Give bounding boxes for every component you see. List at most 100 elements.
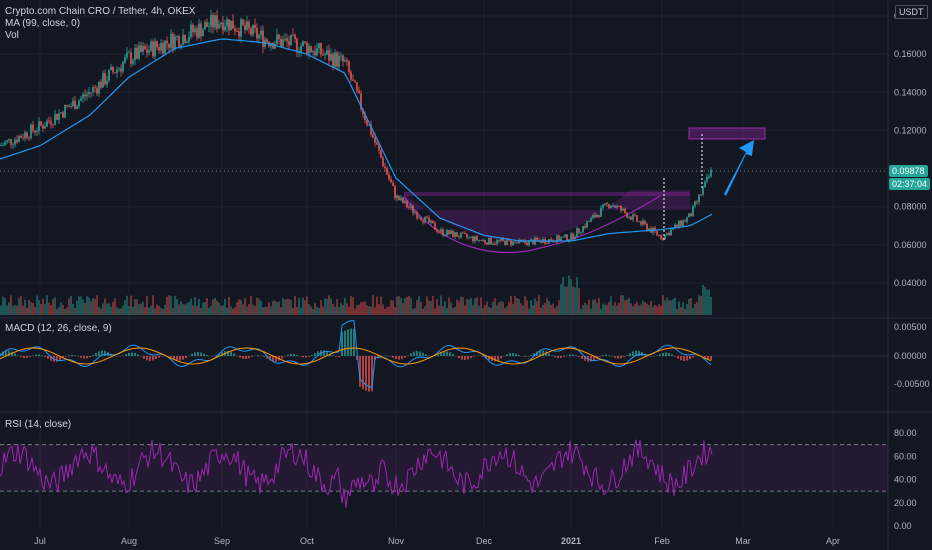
candle-body xyxy=(420,217,422,221)
candle-body xyxy=(258,35,260,39)
volume-bar xyxy=(32,302,34,315)
macd-hist-bar xyxy=(623,356,625,358)
macd-hist-bar xyxy=(68,355,70,356)
candle-body xyxy=(52,124,54,126)
time-tick-label: Jul xyxy=(34,536,46,546)
time-tick-label: 2021 xyxy=(561,536,581,546)
candle-body xyxy=(702,187,704,195)
macd-hist-bar xyxy=(158,356,160,358)
currency-button[interactable]: USDT xyxy=(895,5,928,19)
volume-bar xyxy=(338,307,340,315)
volume-bar xyxy=(536,301,538,315)
volume-bar xyxy=(584,302,586,315)
time-axis: Jul Aug Sep Oct Nov Dec 2021 Feb Mar Apr xyxy=(34,536,840,546)
volume-bar xyxy=(660,305,662,315)
candle-body xyxy=(98,81,100,94)
volume-bar xyxy=(216,300,218,315)
candle-body xyxy=(128,52,130,54)
volume-bar xyxy=(366,305,368,315)
volume-bar xyxy=(224,298,226,315)
candle-body xyxy=(72,100,74,107)
volume-bar xyxy=(2,296,4,315)
candle-body xyxy=(306,42,308,54)
macd-hist-bar xyxy=(203,353,205,356)
macd-hist-bar xyxy=(326,351,328,356)
candle-body xyxy=(532,239,534,245)
macd-hist-bar xyxy=(470,356,472,359)
macd-hist-bar xyxy=(41,355,43,356)
candle-body xyxy=(662,239,664,240)
candle-body xyxy=(494,243,496,245)
macd-hist-bar xyxy=(599,356,601,357)
candle-body xyxy=(660,234,662,240)
macd-hist-bar xyxy=(473,356,475,357)
macd-hist-bar xyxy=(449,352,451,356)
volume-bar xyxy=(574,287,576,315)
volume-bar xyxy=(546,298,548,315)
volume-bar xyxy=(700,296,702,315)
macd-hist-bar xyxy=(194,352,196,356)
volume-bar xyxy=(486,301,488,315)
volume-bar xyxy=(288,299,290,315)
macd-tick-label: 0.00000 xyxy=(894,351,927,361)
candle-body xyxy=(488,237,490,245)
candle-body xyxy=(658,234,660,236)
candle-body xyxy=(384,166,386,169)
volume-bar xyxy=(602,303,604,315)
candle-body xyxy=(452,230,454,237)
candle-body xyxy=(162,43,164,54)
candle-body xyxy=(280,38,282,47)
candle-body xyxy=(436,229,438,232)
macd-hist-bar xyxy=(539,350,541,356)
volume-bar xyxy=(214,297,216,315)
macd-hist-bar xyxy=(680,356,682,361)
candle-body xyxy=(490,237,492,245)
candle-body xyxy=(164,40,166,54)
macd-legend: MACD (12, 26, close, 9) xyxy=(5,323,112,335)
candle-body xyxy=(150,41,152,51)
volume-bar xyxy=(24,299,26,315)
candle-body xyxy=(352,79,354,81)
volume-bar xyxy=(328,295,330,315)
volume-bar xyxy=(36,295,38,315)
candle-body xyxy=(458,236,460,238)
candle-body xyxy=(262,30,264,47)
macd-hist-bar xyxy=(338,356,340,358)
candle-body xyxy=(614,205,616,208)
macd-hist-bar xyxy=(311,355,313,356)
macd-hist-bar xyxy=(341,331,343,356)
macd-hist-bar xyxy=(533,353,535,356)
volume-bar xyxy=(404,298,406,315)
macd-hist-bar xyxy=(335,356,337,357)
macd-hist-bar xyxy=(152,356,154,361)
candle-body xyxy=(342,55,344,62)
candle-body xyxy=(152,41,154,57)
candle-body xyxy=(340,55,342,57)
volume-bar xyxy=(310,306,312,315)
volume-bar xyxy=(564,286,566,315)
countdown-tag: 02:37:04 xyxy=(889,178,931,190)
candle-body xyxy=(676,224,678,227)
macd-hist-bar xyxy=(512,352,514,356)
macd-hist-bar xyxy=(248,356,250,359)
candle-body xyxy=(118,68,120,70)
candle-body xyxy=(214,15,216,28)
volume-bar xyxy=(702,284,704,315)
candle-body xyxy=(210,14,212,27)
candle-body xyxy=(224,26,226,31)
volume-bar xyxy=(500,301,502,315)
candle-body xyxy=(688,213,690,218)
candle-body xyxy=(158,47,160,51)
candle-body xyxy=(298,52,300,54)
candle-body xyxy=(528,240,530,246)
rsi-tick-label: 60.00 xyxy=(894,451,917,461)
candle-body xyxy=(326,50,328,55)
volume-bar xyxy=(186,303,188,315)
candle-body xyxy=(422,220,424,223)
candle-body xyxy=(42,125,44,129)
candle-body xyxy=(592,215,594,218)
macd-label: MACD (12, 26, close, 9) xyxy=(5,323,112,334)
candle-body xyxy=(628,216,630,218)
volume-bar xyxy=(184,304,186,315)
